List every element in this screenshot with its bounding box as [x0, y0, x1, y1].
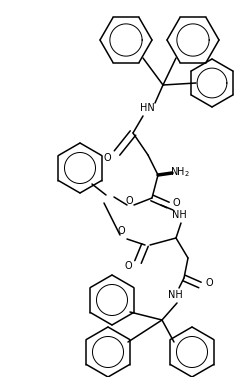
Text: O: O: [125, 196, 133, 206]
Text: NH: NH: [168, 290, 182, 300]
Text: O: O: [124, 261, 132, 271]
Text: O: O: [117, 226, 125, 236]
Text: NH$_2$: NH$_2$: [170, 165, 190, 179]
Text: O: O: [172, 198, 180, 208]
Text: O: O: [103, 153, 111, 163]
Text: NH: NH: [172, 210, 186, 220]
Text: O: O: [205, 278, 213, 288]
Text: HN: HN: [140, 103, 154, 113]
